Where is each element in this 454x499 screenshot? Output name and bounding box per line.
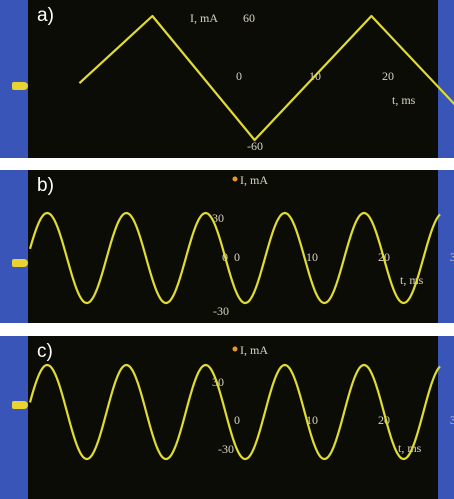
- chart-c: 0102030405030-30I, mAt, ms: [28, 343, 454, 461]
- channel-marker-icon: [12, 259, 28, 267]
- current-waveform-line: [28, 363, 441, 461]
- y-tick-label: -30: [213, 304, 229, 318]
- y-axis-label: I, mA: [240, 173, 268, 187]
- y-axis-label: I, mA: [190, 11, 218, 25]
- right-scope-bar: [438, 0, 454, 158]
- right-scope-bar: [438, 170, 454, 323]
- x-axis-label: t, ms: [398, 441, 422, 455]
- x-tick-label: 0: [236, 69, 242, 83]
- x-tick-label: 0: [234, 413, 240, 427]
- left-scope-bar: [0, 336, 28, 499]
- x-tick-label: 10: [306, 413, 318, 427]
- y-tick-label: -60: [247, 139, 263, 153]
- x-tick-label: 0: [234, 250, 240, 264]
- x-axis-label: t, ms: [400, 273, 424, 287]
- panel-label: b): [37, 175, 54, 196]
- y-tick-label: -30: [218, 442, 234, 456]
- x-tick-label: 30: [450, 413, 454, 427]
- right-scope-bar: [438, 336, 454, 499]
- panel-a: a) 0102030405060-60I, mAt, ms: [0, 0, 454, 158]
- panel-label: c): [37, 341, 53, 362]
- channel-marker-icon: [12, 401, 28, 409]
- y-axis-marker-icon: [232, 176, 238, 182]
- x-tick-label: 30: [450, 250, 454, 264]
- chart-b: 01020304050300-30I, mAt, ms: [28, 173, 454, 318]
- y-tick-label: 60: [243, 11, 255, 25]
- panel-label: a): [37, 5, 54, 26]
- left-scope-bar: [0, 170, 28, 323]
- panel-c: c) 0102030405030-30I, mAt, ms: [0, 336, 454, 499]
- chart-a: 0102030405060-60I, mAt, ms: [78, 11, 454, 153]
- y-axis-marker-icon: [232, 346, 238, 352]
- y-axis-label: I, mA: [240, 343, 268, 357]
- current-waveform-line: [28, 211, 441, 305]
- channel-marker-icon: [12, 82, 28, 90]
- x-tick-label: 20: [382, 69, 394, 83]
- current-waveform-line: [78, 14, 454, 142]
- x-tick-label: 10: [306, 250, 318, 264]
- y-tick-label: 30: [212, 211, 224, 225]
- x-axis-label: t, ms: [392, 93, 416, 107]
- panel-b: b) 01020304050300-30I, mAt, ms: [0, 170, 454, 323]
- left-scope-bar: [0, 0, 28, 158]
